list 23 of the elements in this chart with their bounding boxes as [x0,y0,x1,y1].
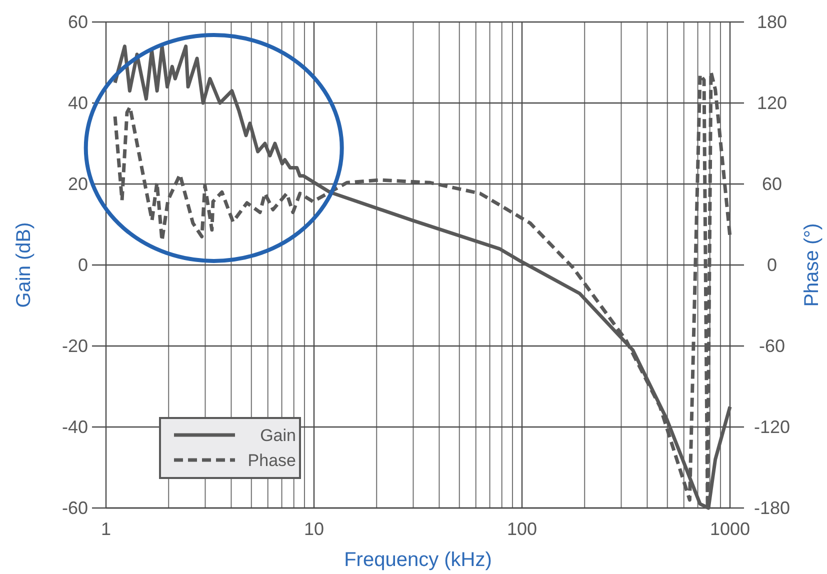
y2-tick-label: 180 [756,12,788,32]
x-tick-label: 10 [304,519,324,539]
y2-axis-title: Phase (°) [801,223,823,307]
x-tick-label: 1 [100,519,112,539]
y-tick-label: 40 [68,93,88,113]
y2-tick-label: 120 [756,93,788,113]
legend-label: Gain [260,426,296,445]
y2-tick-label: -120 [754,417,790,437]
y-tick-label: -60 [62,498,88,518]
y-tick-label: 0 [78,255,88,275]
y2-tick-label: 0 [766,255,778,275]
x-axis-title: Frequency (kHz) [344,549,492,571]
y-tick-label: -20 [62,336,88,356]
y2-tick-label: 60 [762,174,782,194]
x-tick-label: 100 [506,519,538,539]
y-tick-label: -40 [62,417,88,437]
y-axis-title: Gain (dB) [13,222,35,308]
y2-tick-label: -180 [754,498,790,518]
x-tick-label: 1000 [710,519,750,539]
legend-label: Phase [248,451,296,470]
y-tick-label: 20 [68,174,88,194]
y2-tick-label: -60 [758,336,786,356]
y-tick-label: 60 [68,12,88,32]
